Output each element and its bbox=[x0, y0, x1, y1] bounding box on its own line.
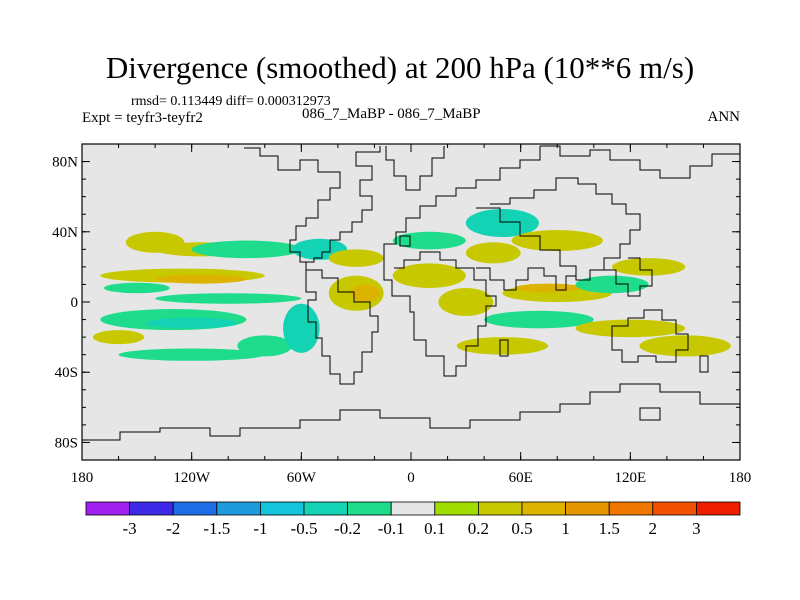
colorbar-label-1: -2 bbox=[166, 519, 180, 538]
field-blob-6 bbox=[155, 274, 247, 284]
x-tick-label-2: 60W bbox=[287, 470, 317, 486]
x-tick-label-5: 120E bbox=[614, 470, 646, 486]
field-blob-19 bbox=[392, 231, 466, 250]
field-blob-10 bbox=[145, 317, 238, 329]
x-tick-label-0: 180 bbox=[71, 470, 94, 486]
x-tick-label-3: 0 bbox=[407, 470, 415, 486]
colorbar-swatch-1 bbox=[129, 501, 174, 516]
colorbar-swatch-3 bbox=[216, 501, 261, 516]
colorbar: -3 -2 -1.5 -1 -0.5 -0.2 -0.1 0.1 0.2 0.5 1 1.5 2 3 bbox=[85, 501, 741, 538]
season-label: ANN bbox=[707, 109, 741, 125]
experiment-label: Expt = teyfr3-teyfr2 bbox=[82, 110, 203, 126]
field-blob-4 bbox=[328, 249, 384, 267]
field-blob-20 bbox=[465, 242, 521, 264]
field-blob-27 bbox=[484, 310, 594, 329]
field-blob-11 bbox=[92, 330, 145, 345]
colorbar-label-11: 1.5 bbox=[599, 519, 620, 538]
colorbar-swatch-12 bbox=[608, 501, 654, 516]
x-tick-label-4: 60E bbox=[509, 470, 533, 486]
y-tick-label-2: 0 bbox=[71, 295, 79, 311]
colorbar-swatch-10 bbox=[521, 501, 566, 516]
colorbar-label-5: -0.2 bbox=[334, 519, 361, 538]
colorbar-label-9: 0.5 bbox=[511, 519, 532, 538]
case-label: 086_7_MaBP - 086_7_MaBP bbox=[302, 106, 481, 122]
y-tick-label-4: 80S bbox=[55, 435, 78, 451]
colorbar-swatch-9 bbox=[477, 501, 523, 516]
colorbar-swatch-8 bbox=[434, 501, 479, 516]
x-tick-label-1: 120W bbox=[173, 470, 211, 486]
colorbar-swatch-0 bbox=[85, 501, 130, 516]
rmsd-label: rmsd= bbox=[131, 94, 167, 109]
colorbar-swatch-13 bbox=[652, 501, 697, 516]
field-blob-12 bbox=[118, 348, 265, 361]
field-blob-16 bbox=[350, 284, 380, 302]
colorbar-swatch-4 bbox=[259, 501, 305, 516]
y-axis: 80N 40N 0 40S 80S bbox=[52, 143, 740, 461]
colorbar-swatch-6 bbox=[347, 501, 392, 516]
colorbar-label-10: 1 bbox=[561, 519, 570, 538]
y-tick-label-0: 80N bbox=[52, 155, 78, 171]
field-blob-8 bbox=[155, 293, 302, 304]
field-blob-26 bbox=[612, 258, 686, 276]
field-blob-25 bbox=[575, 275, 649, 294]
colorbar-label-0: -3 bbox=[123, 519, 137, 538]
y-tick-label-1: 40N bbox=[52, 225, 78, 241]
y-tick-label-3: 40S bbox=[55, 365, 78, 381]
colorbar-label-2: -1.5 bbox=[203, 519, 230, 538]
colorbar-label-3: -1 bbox=[253, 519, 267, 538]
diff-value: 0.000312973 bbox=[257, 94, 331, 109]
field-blob-29 bbox=[456, 337, 549, 355]
colorbar-label-13: 3 bbox=[692, 519, 701, 538]
colorbar-label-6: -0.1 bbox=[378, 519, 405, 538]
field-blob-24 bbox=[515, 283, 581, 293]
field-blob-14 bbox=[283, 303, 320, 353]
field-blob-7 bbox=[103, 282, 170, 294]
colorbar-label-8: 0.2 bbox=[468, 519, 489, 538]
colorbar-swatch-5 bbox=[303, 501, 348, 516]
field-blob-28 bbox=[575, 319, 686, 338]
colorbar-swatch-14 bbox=[696, 501, 741, 516]
field-blob-21 bbox=[465, 208, 539, 238]
colorbar-swatch-11 bbox=[565, 501, 610, 516]
diff-label: diff= bbox=[225, 94, 254, 109]
field-blob-18 bbox=[438, 287, 494, 317]
chart-title: Divergence (smoothed) at 200 hPa (10**6 … bbox=[105, 50, 695, 85]
field-blob-17 bbox=[392, 263, 466, 288]
field-blob-22 bbox=[511, 230, 603, 252]
rmsd-value: 0.113449 bbox=[170, 94, 223, 109]
continent-outlines bbox=[82, 145, 740, 441]
x-axis: 180 120W 60W 0 60E 120E 180 bbox=[71, 144, 752, 486]
colorbar-label-4: -0.5 bbox=[291, 519, 318, 538]
rmsd-diff-stats: rmsd= 0.113449 diff= 0.000312973 bbox=[131, 94, 331, 110]
field-blob-2 bbox=[191, 240, 302, 259]
colorbar-label-12: 2 bbox=[649, 519, 658, 538]
colorbar-swatch-2 bbox=[172, 501, 218, 516]
field-blob-30 bbox=[639, 335, 731, 357]
field-blob-13 bbox=[237, 335, 293, 357]
colorbar-swatch-7 bbox=[390, 501, 436, 516]
x-tick-label-6: 180 bbox=[729, 470, 752, 486]
divergence-fields bbox=[92, 208, 731, 361]
colorbar-label-7: 0.1 bbox=[424, 519, 445, 538]
